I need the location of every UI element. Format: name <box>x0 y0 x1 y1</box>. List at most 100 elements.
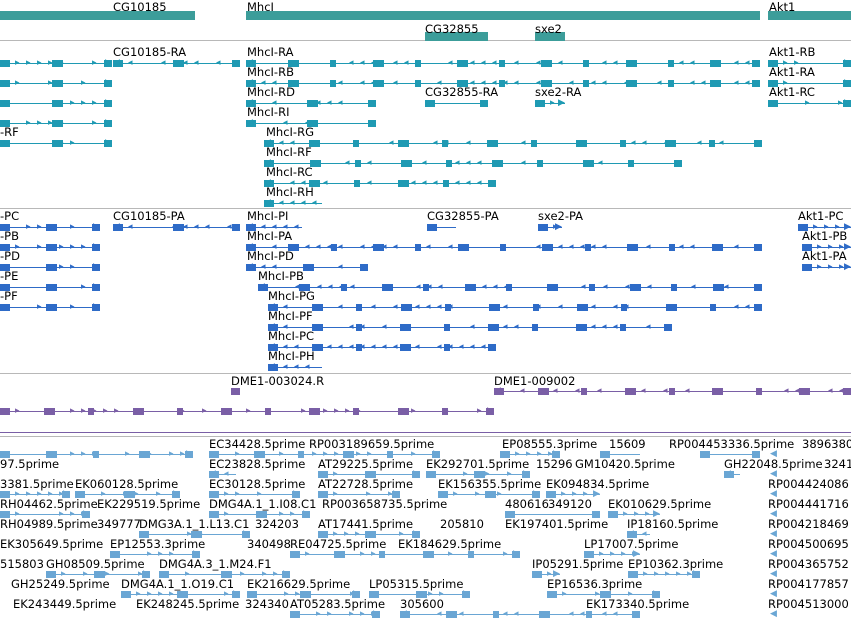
feature-label: EK248245.5prime <box>136 598 239 611</box>
feature-label: DMG4A.3_1.M24.F1 <box>159 558 272 571</box>
feature-label: RH04989.5prime <box>0 518 98 531</box>
gene-label: MhcI <box>247 1 274 14</box>
feature-label: MhcI-PB <box>258 270 304 283</box>
feature-label: RH04462.5prime <box>0 498 98 511</box>
feature-label: DME1-003024.R <box>231 375 324 388</box>
feature-label: EP10362.3prime <box>628 558 723 571</box>
feature-label: sxe2-PA <box>538 210 583 223</box>
feature-label: EK305649.5prime <box>0 538 103 551</box>
feature-label: EC30128.5prime <box>209 478 305 491</box>
feature-label: AT29225.5prime <box>318 458 413 471</box>
feature-label: MhcI-RF <box>266 146 312 159</box>
gene-label: CG10185 <box>113 1 167 14</box>
feature-label: 3381.5prime <box>0 478 74 491</box>
feature-label: 97.5prime <box>0 458 59 471</box>
feature-label: MhcI-PA <box>247 230 292 243</box>
feature-label: Akt1-RC <box>769 86 815 99</box>
feature-label: IP18160.5prime <box>627 518 718 531</box>
feature-label: EC23828.5prime <box>209 458 305 471</box>
feature-label: EK010629.5prime <box>608 498 711 511</box>
feature-label: EK156355.5prime <box>438 478 541 491</box>
feature-label: RP004218469 <box>768 518 849 531</box>
feature-label: RP004513000 <box>768 598 849 611</box>
feature-label: RP003658735.5prime <box>322 498 447 511</box>
feature-label: -PC <box>0 210 19 223</box>
feature-label: Akt1-PA <box>802 250 847 263</box>
feature-label: EK060128.5prime <box>75 478 178 491</box>
feature-label: EK243449.5prime <box>13 598 116 611</box>
feature-label: EK292701.5prime <box>426 458 529 471</box>
feature-label: Akt1-RA <box>769 66 815 79</box>
feature-label: -PF <box>0 290 18 303</box>
feature-label: 324203 <box>255 518 299 531</box>
gene-label: sxe2 <box>535 23 562 36</box>
feature-label: 340498 <box>247 538 291 551</box>
gene-label: Akt1 <box>769 1 795 14</box>
feature-label: RP004177857 <box>768 578 849 591</box>
feature-label: DME1-009002 <box>494 375 575 388</box>
feature-label: MhcI-RH <box>266 186 314 199</box>
feature-label: EP08555.3prime <box>502 438 597 451</box>
feature-label: RP004365752 <box>768 558 849 571</box>
feature-label: MhcI-PI <box>247 210 288 223</box>
feature-label: 324340 <box>245 598 289 611</box>
feature-label: EK184629.5prime <box>398 538 501 551</box>
feature-label: MhcI-PF <box>268 310 313 323</box>
feature-label: 3896380 <box>802 438 851 451</box>
feature-label: 15296 <box>536 458 573 471</box>
feature-label: Akt1-RB <box>769 46 815 59</box>
feature-label: RP004500695 <box>768 538 849 551</box>
feature-label: MhcI-PH <box>268 350 315 363</box>
feature-label: 205810 <box>440 518 484 531</box>
feature-label: -PD <box>0 250 20 263</box>
feature-label: MhcI-PD <box>247 250 294 263</box>
feature-label: LP05315.5prime <box>369 578 463 591</box>
feature-label: CG32855-RA <box>425 86 498 99</box>
feature-label: EC34428.5prime <box>209 438 305 451</box>
gene-label: CG32855 <box>425 23 479 36</box>
feature-label: MhcI-PG <box>268 290 315 303</box>
feature-label: 32411 <box>824 458 851 471</box>
feature-label: AT22728.5prime <box>318 478 413 491</box>
feature-label: Akt1-PB <box>802 230 847 243</box>
feature-label: MhcI-RD <box>247 86 295 99</box>
feature-label: MhcI-RB <box>247 66 294 79</box>
feature-label: GH25249.5prime <box>11 578 110 591</box>
feature-label: DMG4A.1_1.O19.C1 <box>121 578 234 591</box>
feature-label: -PB <box>0 230 19 243</box>
feature-label: Akt1-PC <box>798 210 843 223</box>
feature-label: EP16536.3prime <box>547 578 642 591</box>
feature-label: AT17441.5prime <box>318 518 413 531</box>
feature-label: -PE <box>0 270 18 283</box>
feature-label: RE04725.5prime <box>290 538 386 551</box>
feature-label: LP17007.5prime <box>584 538 678 551</box>
feature-label: RP004424086 <box>768 478 849 491</box>
feature-label: GH22048.5prime <box>724 458 823 471</box>
feature-label: DMG3A.1_1.L13.C1 <box>139 518 249 531</box>
feature-label: EK094834.5prime <box>546 478 649 491</box>
feature-label: CG10185-RA <box>113 46 186 59</box>
feature-label: EK229519.5prime <box>97 498 200 511</box>
feature-label: 515803 <box>0 558 44 571</box>
feature-label: DMG4A.1_1.I08.C1 <box>209 498 316 511</box>
feature-label: EK197401.5prime <box>505 518 608 531</box>
feature-label: RP004453336.5prime <box>669 438 794 451</box>
feature-label: MhcI-RI <box>247 106 289 119</box>
feature-label: CG32855-PA <box>427 210 499 223</box>
feature-label: sxe2-RA <box>535 86 581 99</box>
feature-label: RP004441716 <box>768 498 849 511</box>
feature-label: EK216629.5prime <box>247 578 350 591</box>
feature-label: MhcI-RG <box>266 126 314 139</box>
feature-label: AT05283.5prime <box>290 598 385 611</box>
feature-label: IP05291.5prime <box>532 558 623 571</box>
feature-label: 349777 <box>97 518 141 531</box>
feature-label: 305600 <box>400 598 444 611</box>
feature-label: 480616 <box>505 498 549 511</box>
feature-label: -RF <box>0 126 19 139</box>
feature-label: MhcI-RC <box>266 166 313 179</box>
feature-label: CG10185-PA <box>113 210 185 223</box>
feature-label: MhcI-PC <box>268 330 314 343</box>
feature-label: MhcI-RA <box>247 46 293 59</box>
feature-label: EP12553.3prime <box>110 538 205 551</box>
